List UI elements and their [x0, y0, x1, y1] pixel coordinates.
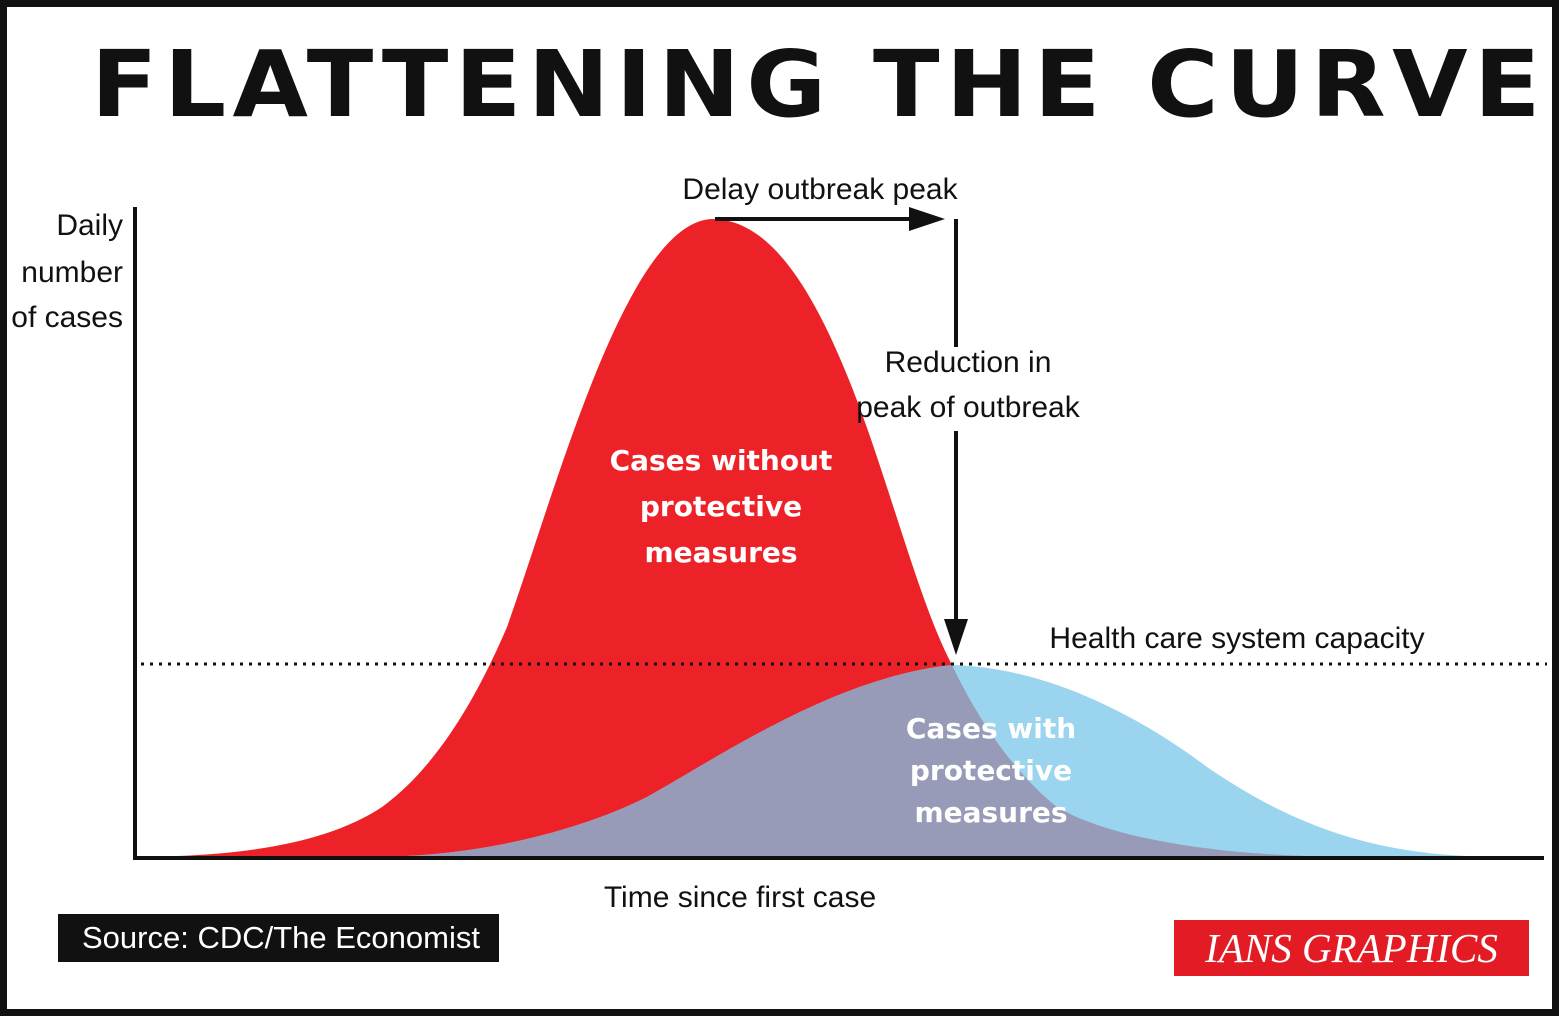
y-axis-label-line-1: Daily — [56, 209, 123, 242]
brand-logo: IANS GRAPHICS — [1174, 920, 1529, 976]
series-with-label-line-3: measures — [914, 796, 1067, 829]
series-without-label-line-2: protective — [640, 490, 802, 523]
reduction-peak-label-line-1: Reduction in — [885, 346, 1052, 379]
y-axis-label-line-2: number — [21, 256, 123, 289]
series-with-label-line-1: Cases with — [906, 712, 1076, 745]
page-title: FLATTENING THE CURVE — [91, 31, 1547, 138]
series-without-label-line-1: Cases without — [610, 444, 833, 477]
reduction-peak-label-line-2: peak of outbreak — [856, 391, 1080, 424]
reduction-arrow-head — [944, 619, 968, 655]
delay-peak-label: Delay outbreak peak — [682, 173, 958, 206]
series-without-label-line-3: measures — [644, 536, 797, 569]
series-with-label-line-2: protective — [910, 754, 1072, 787]
y-axis-label-line-3: of cases — [11, 301, 123, 334]
x-axis-label: Time since first case — [604, 881, 876, 914]
delay-arrow-head — [909, 207, 945, 231]
flattening-curve-diagram: Daily number of cases Time since first c… — [11, 173, 1547, 914]
capacity-label: Health care system capacity — [1049, 622, 1424, 655]
source-caption: Source: CDC/The Economist — [58, 914, 499, 962]
curve-without-measures — [177, 219, 1307, 856]
